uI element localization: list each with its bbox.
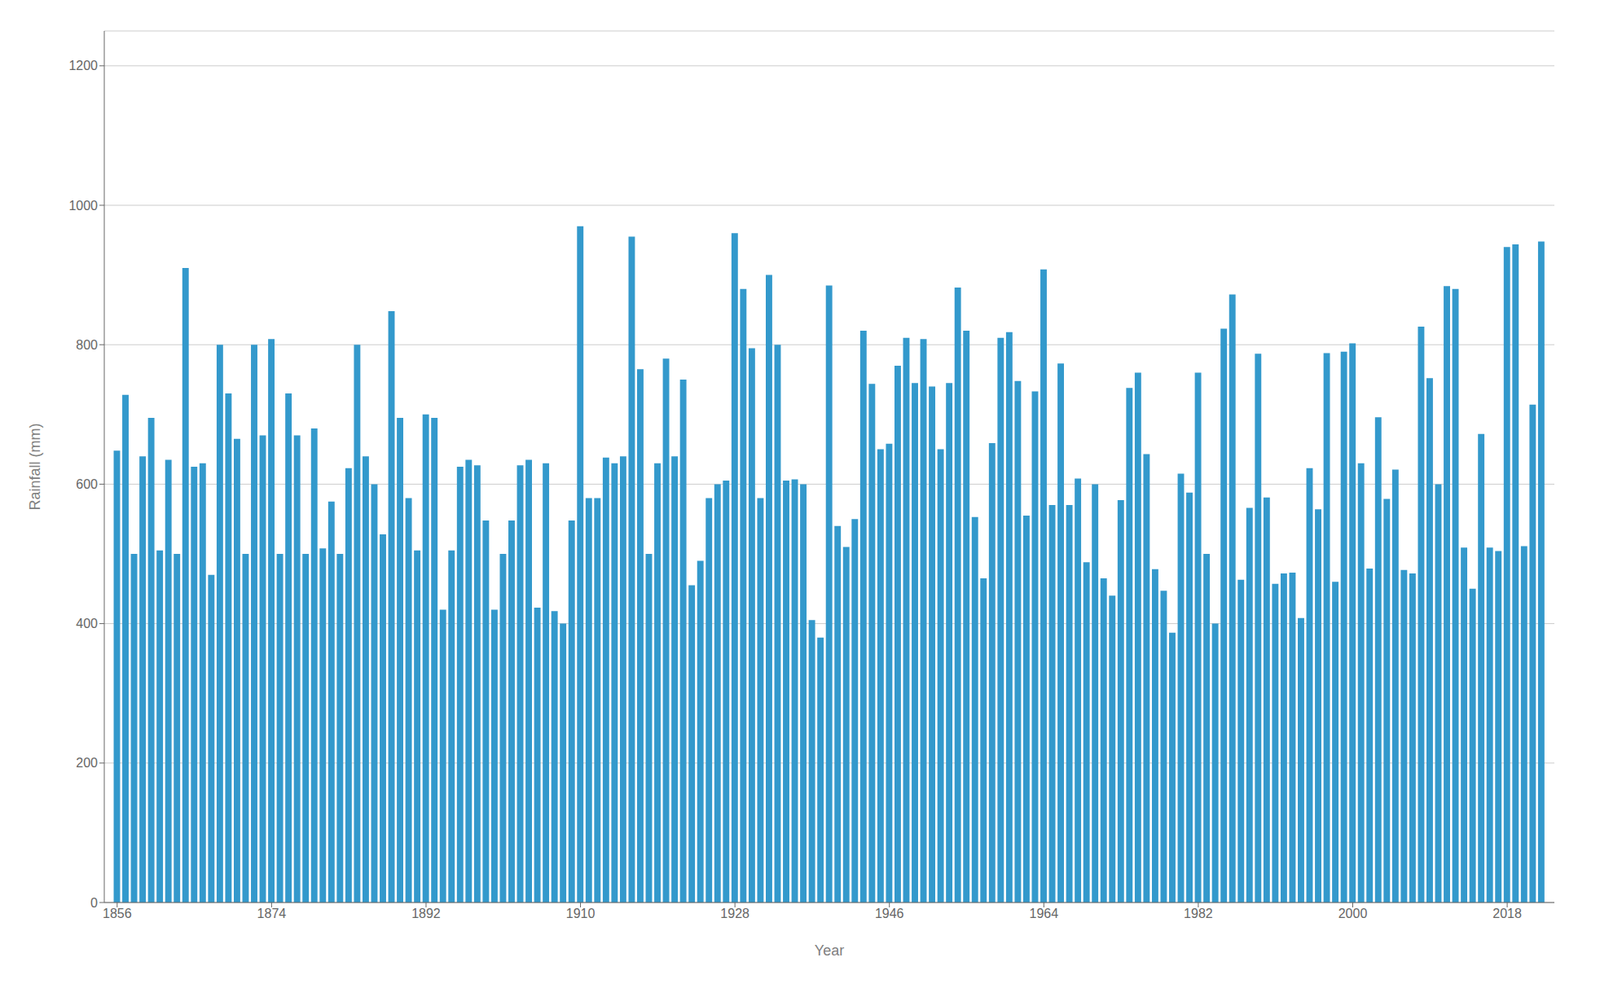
svg-text:1892: 1892: [411, 906, 441, 921]
svg-text:1910: 1910: [566, 906, 596, 921]
svg-text:1874: 1874: [257, 906, 287, 921]
svg-text:0: 0: [90, 896, 98, 910]
svg-text:2018: 2018: [1492, 906, 1522, 921]
svg-text:600: 600: [75, 477, 98, 492]
svg-text:Rainfall (mm): Rainfall (mm): [26, 422, 44, 510]
svg-text:400: 400: [75, 616, 98, 631]
svg-text:1946: 1946: [874, 906, 905, 921]
svg-text:1000: 1000: [68, 198, 98, 213]
svg-text:1928: 1928: [720, 906, 750, 921]
svg-text:1856: 1856: [102, 906, 132, 921]
svg-text:200: 200: [75, 756, 98, 770]
svg-text:800: 800: [75, 338, 98, 352]
svg-text:1964: 1964: [1029, 906, 1060, 921]
svg-text:1200: 1200: [68, 58, 98, 73]
svg-text:1982: 1982: [1183, 906, 1214, 921]
svg-text:Year: Year: [814, 942, 844, 959]
svg-text:2000: 2000: [1338, 906, 1368, 921]
